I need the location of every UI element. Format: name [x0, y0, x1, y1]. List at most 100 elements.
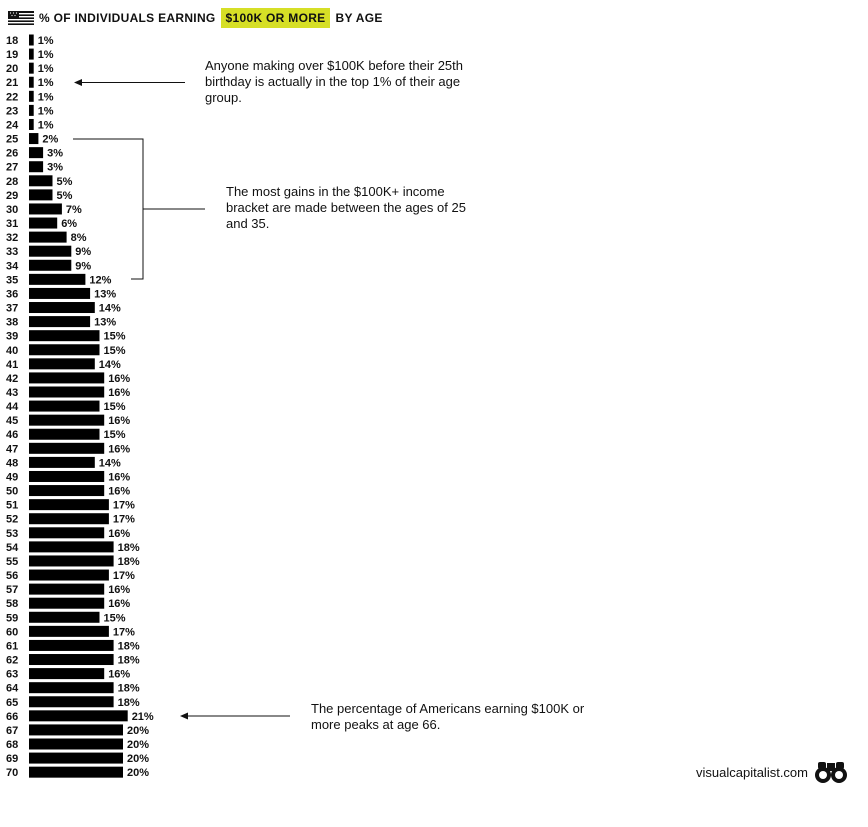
age-tick-label: 27: [6, 162, 18, 174]
bar: [29, 259, 72, 271]
bar-row-age-21: 21 1%: [6, 76, 54, 89]
bar-value-label: 6%: [61, 218, 77, 230]
bar-row-age-58: 58 16%: [6, 597, 130, 610]
header-title-highlight: $100K OR MORE: [220, 8, 331, 28]
bar-row-age-60: 60 17%: [6, 625, 135, 638]
bar-value-label: 15%: [104, 345, 126, 357]
bar-row-age-44: 44 15%: [6, 400, 126, 413]
age-tick-label: 42: [6, 373, 18, 385]
age-tick-label: 59: [6, 612, 18, 624]
bar-row-age-62: 62 18%: [6, 654, 140, 667]
bar-row-age-57: 57 16%: [6, 583, 130, 596]
bar: [29, 485, 105, 497]
bar-value-label: 1%: [38, 63, 54, 75]
bar-value-label: 1%: [38, 49, 54, 61]
age-tick-label: 65: [6, 697, 18, 709]
age-tick-label: 18: [6, 35, 18, 47]
annotation-under-25: Anyone making over $100K before their 25…: [205, 58, 464, 105]
age-tick-label: 39: [6, 331, 18, 343]
bar-value-label: 14%: [99, 457, 121, 469]
bar-value-label: 17%: [113, 626, 135, 638]
site-credit: visualcapitalist.com: [696, 764, 808, 780]
bar-row-age-25: 25 2%: [6, 133, 59, 146]
bar: [29, 400, 100, 412]
bar: [29, 386, 105, 398]
bar-value-label: 17%: [113, 500, 135, 512]
bar-row-age-65: 65 18%: [6, 696, 140, 709]
bar: [29, 696, 114, 708]
bar: [29, 147, 44, 159]
bar-value-label: 9%: [75, 246, 91, 258]
bar: [29, 682, 114, 694]
age-tick-label: 56: [6, 570, 18, 582]
bar-row-age-53: 53 16%: [6, 527, 130, 540]
age-tick-label: 48: [6, 457, 18, 469]
bar-value-label: 13%: [94, 288, 116, 300]
bar-value-label: 18%: [118, 542, 140, 554]
age-tick-label: 45: [6, 415, 18, 427]
bar-row-age-36: 36 13%: [6, 287, 116, 300]
bar-row-age-19: 19 1%: [6, 48, 54, 61]
bar: [29, 90, 34, 102]
bar-row-age-31: 31 6%: [6, 217, 77, 230]
bar-value-label: 16%: [108, 415, 130, 427]
age-tick-label: 62: [6, 655, 18, 667]
bar: [29, 639, 114, 651]
bar: [29, 527, 105, 539]
age-tick-label: 26: [6, 148, 18, 160]
annotation-peak-66: The percentage of Americans earning $100…: [311, 701, 585, 732]
age-tick-label: 43: [6, 387, 18, 399]
bar-value-label: 16%: [108, 528, 130, 540]
bar: [29, 766, 123, 778]
bar-row-age-43: 43 16%: [6, 386, 130, 399]
bar-value-label: 20%: [127, 753, 149, 765]
bar: [29, 76, 34, 88]
bar-value-label: 16%: [108, 387, 130, 399]
bar-row-age-20: 20 1%: [6, 62, 54, 75]
bar: [29, 372, 105, 384]
bar-row-age-52: 52 17%: [6, 513, 135, 526]
bar-value-label: 1%: [38, 91, 54, 103]
bar-row-age-54: 54 18%: [6, 541, 140, 554]
bar: [29, 118, 34, 130]
bar-row-age-24: 24 1%: [6, 118, 54, 131]
bar: [29, 499, 109, 511]
bar: [29, 456, 95, 468]
bar-row-age-50: 50 16%: [6, 485, 130, 498]
age-tick-label: 58: [6, 598, 18, 610]
bar-value-label: 15%: [104, 401, 126, 413]
age-tick-label: 40: [6, 345, 18, 357]
age-tick-label: 22: [6, 91, 18, 103]
bar-row-age-29: 29 5%: [6, 189, 73, 202]
bar: [29, 245, 72, 257]
age-tick-label: 29: [6, 190, 18, 202]
age-tick-label: 46: [6, 429, 18, 441]
bar-row-age-64: 64 18%: [6, 682, 140, 695]
bar-row-age-28: 28 5%: [6, 175, 73, 188]
bar-value-label: 7%: [66, 204, 82, 216]
bar: [29, 217, 58, 229]
bar-row-age-59: 59 15%: [6, 611, 126, 624]
bar: [29, 738, 123, 750]
bars-group: 18 1% 19 1% 20 1% 21 1% 22 1% 23 1% 24 1% 25 2% 26 3% 27 3%…: [6, 34, 154, 779]
age-tick-label: 50: [6, 486, 18, 498]
bar: [29, 555, 114, 567]
bar-row-age-67: 67 20%: [6, 724, 149, 737]
age-tick-label: 61: [6, 640, 18, 652]
bar-value-label: 16%: [108, 486, 130, 498]
bar: [29, 569, 109, 581]
bar: [29, 344, 100, 356]
age-tick-label: 24: [6, 119, 19, 131]
age-tick-label: 60: [6, 626, 18, 638]
bar-value-label: 1%: [38, 35, 54, 47]
bar: [29, 442, 105, 454]
bar-value-label: 1%: [38, 119, 54, 131]
bar-row-age-30: 30 7%: [6, 203, 82, 216]
bar-value-label: 20%: [127, 767, 149, 779]
header-title-prefix: % OF INDIVIDUALS EARNING: [39, 11, 216, 25]
bar-row-age-32: 32 8%: [6, 231, 87, 244]
bar-row-age-35: 35 12%: [6, 273, 112, 286]
bar: [29, 724, 123, 736]
bar-row-age-45: 45 16%: [6, 414, 130, 427]
bar-row-age-61: 61 18%: [6, 639, 140, 652]
